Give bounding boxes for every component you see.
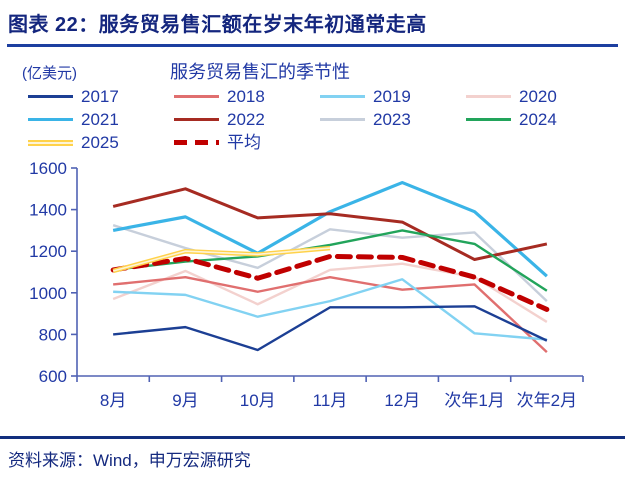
y-tick-label: 600	[39, 367, 67, 386]
legend-swatch-2020	[466, 95, 511, 98]
series-line-core-2025	[112, 247, 331, 272]
legend-label-2023: 2023	[373, 110, 411, 129]
series-line-2017	[113, 305, 548, 352]
chart-legend: 2017 2018 2019 2020 2021 2022 2023 2024 2025 平均	[28, 85, 612, 154]
legend-swatch-2018	[174, 95, 219, 98]
legend-label-2025: 2025	[81, 133, 119, 152]
chart-title: 服务贸易售汇的季节性	[170, 62, 350, 82]
legend-item-2019: 2019	[320, 88, 466, 105]
legend-item-2023: 2023	[320, 111, 466, 128]
plot-area: 600 800 1000 1200 1400 1600 8月 9月 10月 11月 12月 次年1月次…	[0, 150, 625, 430]
axis-unit-label: (亿美元)	[22, 65, 77, 82]
legend-swatch-2019	[320, 95, 365, 98]
series-line-2022	[112, 187, 548, 262]
legend-item-2025: 2025	[28, 134, 174, 151]
legend-item-平均: 平均	[174, 134, 320, 151]
series-line-2023	[112, 224, 548, 302]
legend-item-2024: 2024	[466, 111, 612, 128]
figure-title: 图表 22：服务贸易售汇额在岁末年初通常走高	[8, 14, 427, 36]
x-tick-label: 9月	[172, 391, 198, 410]
y-tick-label: 800	[39, 325, 67, 344]
x-tick-label: 次年2月	[517, 391, 577, 410]
plot-svg: 600 800 1000 1200 1400 1600 8月 9月 10月 11月 12月 次年1月次…	[29, 159, 584, 410]
series-line-2019	[113, 278, 547, 341]
legend-item-2020: 2020	[466, 88, 612, 105]
legend-swatch-2025	[28, 139, 73, 146]
legend-swatch-平均	[174, 140, 219, 145]
legend-swatch-2022	[174, 118, 219, 121]
x-tick-label: 12月	[384, 391, 420, 410]
series-line-2021	[112, 180, 548, 278]
series-line-2024	[113, 229, 548, 292]
y-tick-label: 1600	[29, 159, 67, 178]
legend-item-2022: 2022	[174, 111, 320, 128]
source-note: 资料来源：Wind，申万宏源研究	[8, 451, 251, 470]
legend-label-2018: 2018	[227, 87, 265, 106]
y-tick-label: 1000	[29, 284, 67, 303]
footer-rule	[0, 436, 625, 439]
legend-swatch-2024	[466, 118, 511, 121]
legend-label-2021: 2021	[81, 110, 119, 129]
legend-label-2022: 2022	[227, 110, 265, 129]
legend-label-2024: 2024	[519, 110, 557, 129]
series-line-平均	[110, 253, 550, 312]
legend-swatch-2023	[320, 118, 365, 121]
legend-item-2018: 2018	[174, 88, 320, 105]
legend-label-2020: 2020	[519, 87, 557, 106]
legend-swatch-2021	[28, 118, 73, 121]
legend-label-2019: 2019	[373, 87, 411, 106]
x-tick-label: 11月	[313, 391, 348, 410]
y-tick-label: 1400	[29, 201, 67, 220]
y-tick-label: 1200	[29, 242, 67, 261]
title-underline	[7, 44, 618, 47]
legend-label-平均: 平均	[227, 133, 261, 152]
x-tick-label: 10月	[240, 391, 276, 410]
legend-label-2017: 2017	[81, 87, 119, 106]
x-tick-label: 次年1月	[444, 391, 504, 410]
legend-item-2021: 2021	[28, 111, 174, 128]
x-tick-label: 8月	[100, 391, 126, 410]
legend-swatch-2017	[28, 95, 73, 98]
legend-item-2017: 2017	[28, 88, 174, 105]
series-line-2018	[113, 275, 548, 353]
